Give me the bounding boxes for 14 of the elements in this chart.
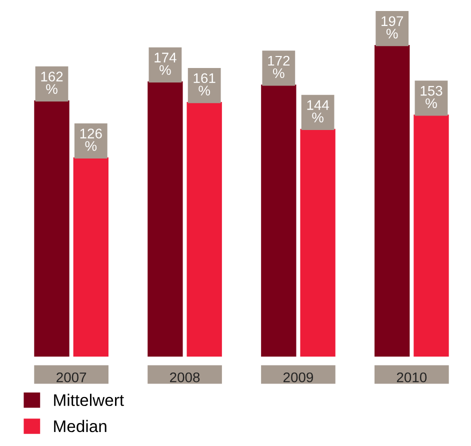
data-label: 153 % xyxy=(420,86,442,108)
data-label: 161 % xyxy=(194,73,216,96)
data-label: 174 % xyxy=(154,52,176,75)
data-label: 126 % xyxy=(80,128,102,151)
legend-label: Median xyxy=(54,420,106,432)
data-label: 162 % xyxy=(41,72,63,94)
data-label: 197 % xyxy=(382,16,403,38)
data-label: 172 % xyxy=(268,56,290,78)
x-tick-label: 2008 xyxy=(170,372,200,382)
x-tick-label: 2010 xyxy=(396,372,427,382)
data-label: 144 % xyxy=(307,100,329,122)
x-tick-label: 2009 xyxy=(283,372,314,382)
x-tick-label: 2007 xyxy=(56,372,86,382)
legend-label: Mittelwert xyxy=(54,394,124,406)
